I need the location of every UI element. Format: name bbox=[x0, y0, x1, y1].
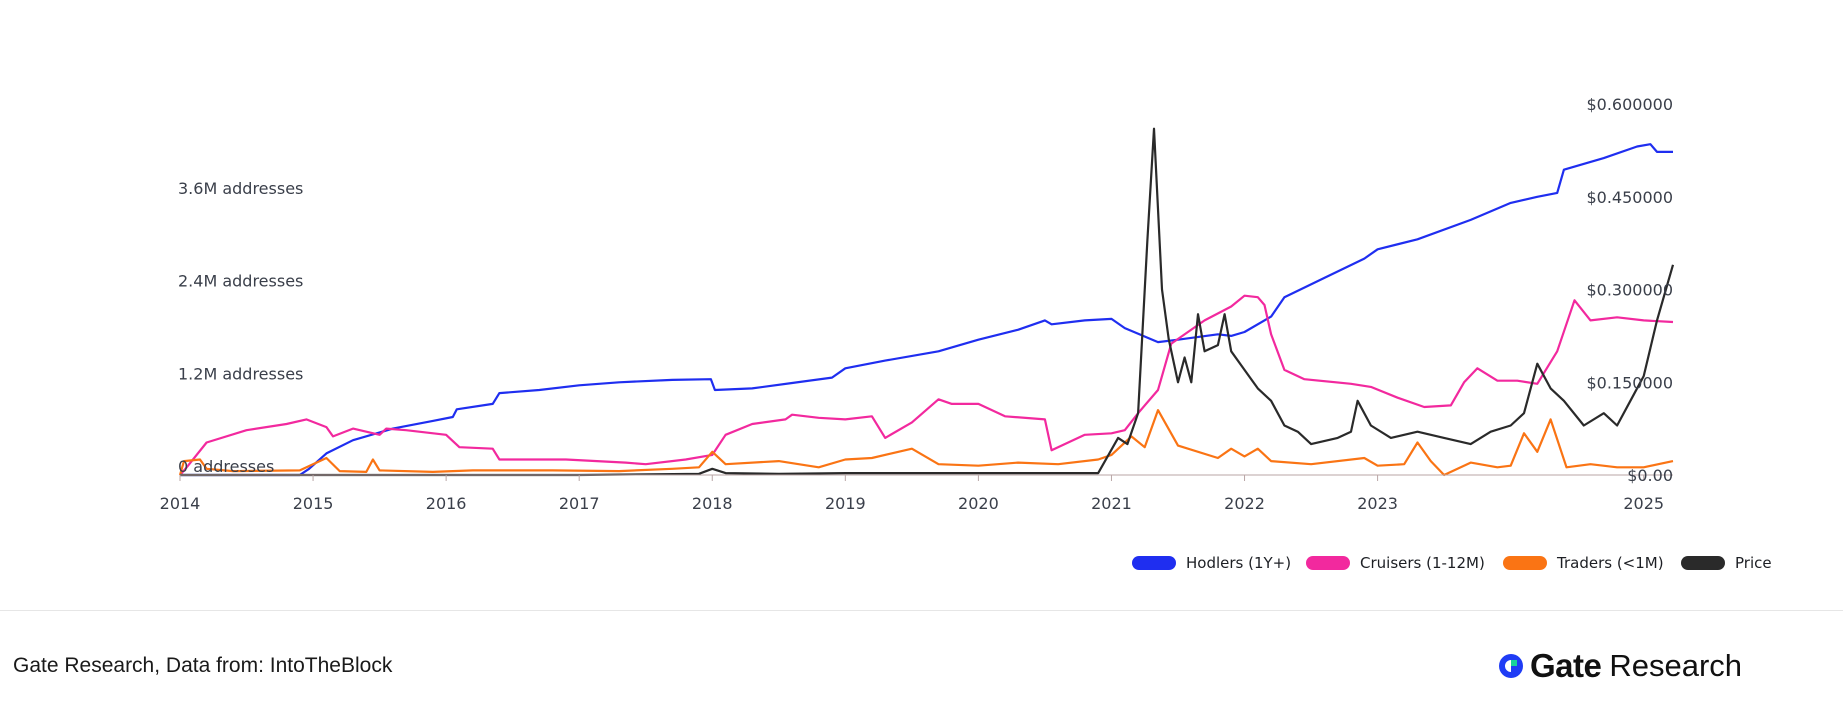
y-right-tick-label: $0.600000 bbox=[1586, 95, 1673, 114]
legend-swatch bbox=[1132, 556, 1176, 570]
plot-area bbox=[178, 127, 1675, 477]
x-tick-label: 2020 bbox=[958, 494, 999, 513]
gate-logo-icon bbox=[1499, 654, 1523, 678]
legend-swatch bbox=[1681, 556, 1725, 570]
legend-item: Hodlers (1Y+) bbox=[1132, 554, 1291, 572]
series-line-cruisers-1-12m bbox=[179, 294, 1674, 476]
series-line-traders-1m bbox=[178, 409, 1674, 477]
legend-label: Cruisers (1-12M) bbox=[1360, 554, 1485, 572]
x-tick-label: 2021 bbox=[1091, 494, 1132, 513]
y-left-tick-label: 2.4M addresses bbox=[178, 272, 303, 291]
y-left-tick-label: 3.6M addresses bbox=[178, 179, 303, 198]
legend-item: Traders (<1M) bbox=[1503, 554, 1664, 572]
source-note: Gate Research, Data from: IntoTheBlock bbox=[13, 654, 393, 677]
brand-name: Gate bbox=[1530, 647, 1602, 684]
legend-label: Hodlers (1Y+) bbox=[1186, 554, 1291, 572]
y-right-tick-label: $0.450000 bbox=[1586, 188, 1673, 207]
y-right-tick-label: $0.300000 bbox=[1586, 281, 1673, 300]
brand-logo: Gate Research bbox=[1496, 646, 1742, 686]
chart: 2014 2015 2016 2017 2018 2019 2020 2021 2022 2023… bbox=[160, 95, 1772, 572]
legend-label: Price bbox=[1735, 554, 1772, 572]
y-right-tick-label: $0.150000 bbox=[1586, 373, 1673, 392]
legend-item: Price bbox=[1681, 554, 1772, 572]
x-tick-label: 2014 bbox=[160, 494, 201, 513]
legend-label: Traders (<1M) bbox=[1556, 554, 1664, 572]
series-line-price bbox=[180, 127, 1675, 477]
x-tick-label: 2018 bbox=[692, 494, 733, 513]
series-line-hodlers-1y bbox=[180, 143, 1673, 477]
y-left-tick-label: 1.2M addresses bbox=[178, 364, 303, 383]
x-tick-label: 2016 bbox=[426, 494, 467, 513]
x-tick-label: 2025 bbox=[1623, 494, 1664, 513]
x-tick-label: 2017 bbox=[559, 494, 600, 513]
x-tick-label: 2023 bbox=[1357, 494, 1398, 513]
x-tick-label: 2022 bbox=[1224, 494, 1265, 513]
legend-item: Cruisers (1-12M) bbox=[1306, 554, 1485, 572]
legend-swatch bbox=[1306, 556, 1350, 570]
y-right-tick-label: $0.00 bbox=[1627, 466, 1673, 485]
legend: Hodlers (1Y+) Cruisers (1-12M) Traders (<1… bbox=[1132, 554, 1772, 572]
x-tick-label: 2019 bbox=[825, 494, 866, 513]
x-axis: 2014 2015 2016 2017 2018 2019 2020 2021 2022 2023… bbox=[160, 474, 1673, 513]
brand-subtitle: Research bbox=[1609, 648, 1743, 683]
legend-swatch bbox=[1503, 556, 1547, 570]
x-tick-label: 2015 bbox=[293, 494, 334, 513]
y-axis-left: 0 addresses 1.2M addresses 2.4M addresses 3… bbox=[178, 179, 303, 476]
footer-divider bbox=[0, 610, 1843, 611]
y-axis-right: $0.00 $0.150000 $0.300000 $0.450000 $0.60000… bbox=[1586, 95, 1673, 485]
y-left-tick-label: 0 addresses bbox=[178, 457, 274, 476]
